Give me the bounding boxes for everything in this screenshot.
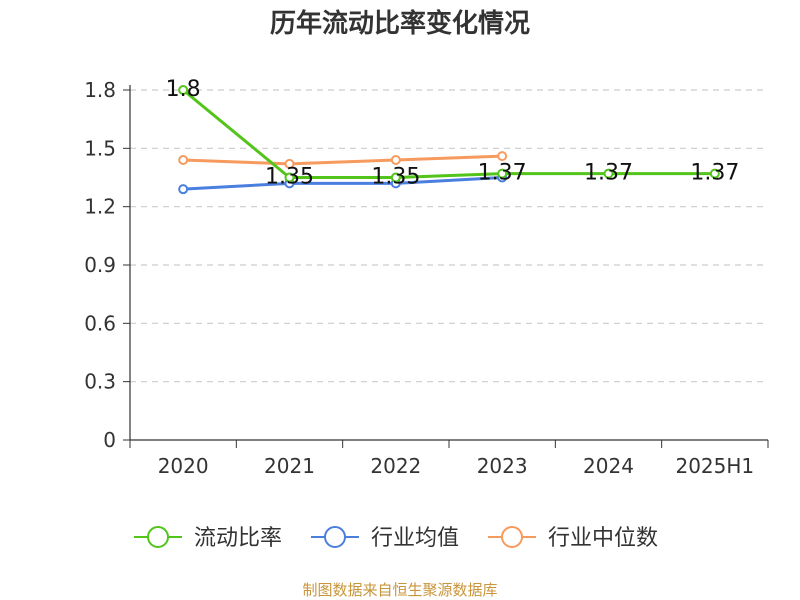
- grid-lines: [130, 89, 768, 383]
- series-line-1: [183, 176, 503, 191]
- data-point: [497, 168, 508, 179]
- legend-item-2[interactable]: 行业中位数: [488, 526, 658, 551]
- y-tick-label: 0: [103, 428, 116, 452]
- x-tick-label: 2024: [583, 454, 634, 478]
- axes: 0 0.3 0.6 0.9 1.2 1.5 1.8 2020 2021 2022 2023 2024 2…: [84, 78, 769, 478]
- legend-item-0[interactable]: 流动比率: [134, 526, 282, 551]
- source-note: 制图数据来自恒生聚源数据库: [302, 581, 497, 599]
- y-tick-label: 1.5: [84, 136, 116, 160]
- y-tick-label: 1.2: [84, 195, 116, 219]
- data-label: 1.37: [478, 161, 527, 186]
- x-tick-label: 2025H1: [675, 454, 754, 478]
- x-tick-label: 2022: [370, 454, 421, 478]
- y-tick-label: 0.6: [84, 311, 116, 335]
- legend-item-1[interactable]: 行业均值: [311, 526, 459, 551]
- data-point: [709, 168, 720, 179]
- data-label: 1.35: [371, 165, 420, 190]
- y-tick-label: 0.3: [84, 370, 116, 394]
- data-label: 1.37: [584, 161, 633, 186]
- y-tick-label: 0.9: [84, 253, 116, 277]
- data-point: [284, 158, 295, 169]
- data-point: [178, 184, 189, 195]
- legend-marker-icon: [324, 526, 346, 548]
- legend-marker-icon: [501, 526, 523, 548]
- data-label: 1.35: [265, 165, 314, 190]
- series-line-0: [182, 88, 715, 179]
- data-point: [178, 85, 189, 95]
- data-point: [284, 172, 295, 183]
- data-label: 1.8: [166, 77, 201, 102]
- legend-marker-icon: [147, 526, 169, 548]
- data-label: 1.37: [690, 161, 739, 186]
- legend[interactable]: 流动比率 行业均值 行业中位数: [134, 526, 658, 551]
- data-point: [390, 172, 401, 183]
- data-point: [497, 151, 508, 162]
- legend-label: 行业中位数: [548, 526, 658, 551]
- x-tick-label: 2020: [158, 454, 209, 478]
- data-point: [603, 168, 614, 179]
- data-labels: 1.8 1.35 1.35 1.37 1.37 1.37: [166, 77, 740, 190]
- series-line-2: [183, 154, 503, 166]
- y-tick-label: 1.8: [84, 78, 116, 102]
- data-point: [178, 155, 189, 165]
- data-point: [390, 155, 401, 165]
- legend-label: 行业均值: [371, 526, 459, 551]
- legend-label: 流动比率: [194, 526, 282, 551]
- x-tick-label: 2023: [477, 454, 528, 478]
- x-tick-label: 2021: [264, 454, 315, 478]
- chart-title: 历年流动比率变化情况: [270, 8, 530, 39]
- series-group: [178, 85, 720, 195]
